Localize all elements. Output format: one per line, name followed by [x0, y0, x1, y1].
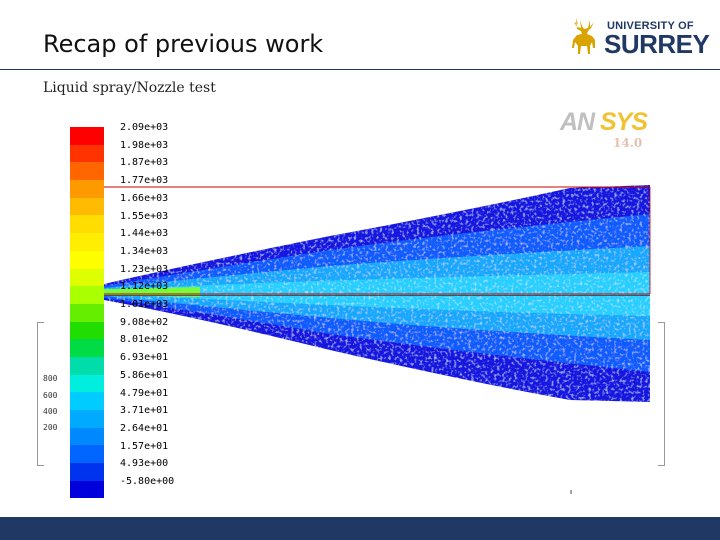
- colorbar-tick-label: 1.01e+03: [120, 299, 169, 310]
- colorbar-swatch: [70, 356, 104, 375]
- colorbar-tick-label: -5.80e+00: [120, 476, 175, 487]
- colorbar-swatch: [70, 445, 104, 464]
- colorbar-swatch: [70, 374, 104, 393]
- university-logo: UNIVERSITY OF SURREY: [568, 14, 710, 58]
- colorbar-tick-label: 3.71e+01: [120, 405, 169, 417]
- ansys-logo: AN SYS 14.0: [560, 108, 650, 152]
- colorbar-tick-label: 1.12e+03: [120, 281, 169, 293]
- ansys-brand-part-a: AN: [560, 108, 595, 136]
- colorbar-tick-label: 8.01e+02: [120, 334, 169, 346]
- ansys-version: 14.0: [613, 136, 643, 150]
- colorbar-swatch: [70, 339, 104, 357]
- logo-line-university: UNIVERSITY OF: [607, 20, 694, 32]
- colorbar-tick-label: 2.09e+03: [120, 122, 169, 133]
- colorbar-swatch: [70, 197, 104, 216]
- colorbar-tick-label: 1.87e+03: [120, 157, 169, 169]
- colorbar-tick-label: 1.23e+03: [120, 263, 169, 275]
- slide-title: Recap of previous work: [43, 30, 324, 58]
- colorbar-swatch: [70, 303, 104, 322]
- colorbar-tick-label: 1.77e+03: [120, 175, 169, 187]
- colorbar-tick-label: 1.34e+03: [120, 245, 169, 257]
- colorbar-tick-label: 2.64e+01: [120, 422, 169, 434]
- colorbar: [70, 127, 104, 499]
- footer-bar: [0, 517, 720, 540]
- title-divider: [0, 69, 720, 70]
- colorbar-swatch: [70, 480, 104, 499]
- logo-line-surrey: SURREY: [604, 29, 710, 59]
- colorbar-tick-label: 4.79e+01: [120, 387, 169, 399]
- colorbar-swatch: [70, 215, 104, 234]
- colorbar-tick-label: 6.93e+01: [120, 352, 169, 364]
- colorbar-swatch: [70, 250, 104, 269]
- colorbar-swatch: [70, 410, 104, 428]
- ansys-brand-part-b: SYS: [600, 108, 648, 136]
- stag-emblem-icon: [572, 18, 595, 54]
- background-frame-right: [658, 322, 665, 466]
- colorbar-swatch: [70, 233, 104, 251]
- colorbar-swatch: [70, 392, 104, 410]
- ghost-tick-label: 200: [43, 423, 58, 432]
- colorbar-swatch: [70, 463, 104, 481]
- colorbar-tick-label: 9.08e+02: [120, 316, 169, 328]
- colorbar-tick-label: 1.44e+03: [120, 228, 169, 240]
- colorbar-swatch: [70, 321, 104, 340]
- ghost-tick-label: 400: [43, 407, 58, 416]
- colorbar-tick-label: 1.57e+01: [120, 440, 169, 452]
- colorbar-swatch: [70, 268, 104, 287]
- slide-subtitle: Liquid spray/Nozzle test: [43, 80, 216, 96]
- colorbar-swatch: [70, 427, 104, 446]
- ghost-tick-label: 600: [43, 391, 58, 400]
- colorbar-swatch: [70, 180, 104, 198]
- background-frame-left: [37, 322, 44, 466]
- colorbar-swatch: [70, 144, 104, 163]
- colorbar-tick-label: 1.55e+03: [120, 210, 169, 222]
- colorbar-swatch: [70, 127, 104, 145]
- colorbar-tick-label: 4.93e+00: [120, 458, 169, 470]
- colorbar-swatch: [70, 162, 104, 181]
- colorbar-tick-label: 5.86e+01: [120, 369, 169, 381]
- colorbar-swatch: [70, 286, 104, 304]
- colorbar-tick-label: 1.98e+03: [120, 139, 169, 151]
- ghost-tick-label: 800: [43, 374, 58, 383]
- colorbar-tick-label: 1.66e+03: [120, 192, 169, 204]
